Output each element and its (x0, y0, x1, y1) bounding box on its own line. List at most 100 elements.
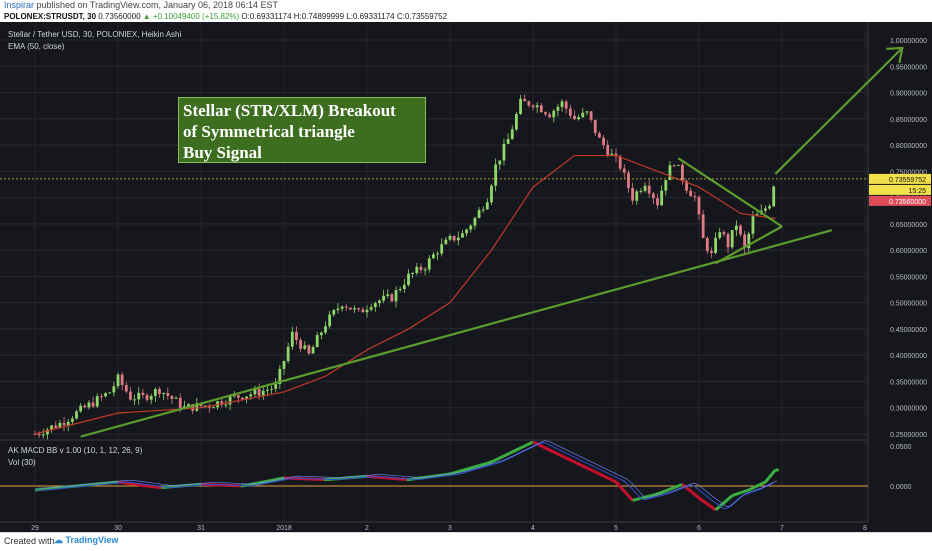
candle-body (436, 254, 439, 255)
candle-body (299, 340, 302, 349)
candle-body (403, 285, 406, 289)
ticker-bar: POLONEX:STRUSDT, 30 0.73560000 ▲ +0.1004… (0, 11, 932, 22)
candle-body (175, 398, 178, 399)
candle-body (664, 180, 667, 191)
candle-body (581, 113, 584, 117)
ticker-change: ▲ +0.10049400 (+15.82%) (143, 12, 239, 21)
candle-body (465, 229, 468, 233)
candle-body (374, 303, 377, 307)
candle-body (399, 289, 402, 290)
candle-body (424, 269, 427, 270)
macd-segment (752, 487, 755, 489)
candle-body (328, 315, 331, 327)
macd-segment (573, 461, 576, 463)
ticker-last: 0.73560000 (98, 12, 140, 21)
macd-segment (546, 448, 549, 450)
candle-body (523, 99, 526, 102)
candle-body (332, 310, 335, 315)
x-tick-label: 2018 (276, 525, 292, 532)
y-tick-label: 0.25000000 (890, 432, 927, 439)
candle-body (274, 384, 277, 389)
macd-segment (609, 479, 612, 481)
candle-body (158, 389, 161, 394)
macd-segment (732, 494, 735, 495)
y-tick-label: 0.45000000 (890, 327, 927, 334)
candle-body (669, 165, 672, 180)
price-badge: 0.73559752 (889, 177, 926, 184)
candle-body (449, 236, 452, 240)
macd-segment (506, 453, 509, 455)
macd-segment (457, 471, 460, 472)
countdown-badge: 15:25 (908, 188, 926, 195)
candle-body (702, 214, 705, 238)
candle-body (590, 111, 593, 119)
macd-segment (513, 450, 516, 452)
candle-body (270, 389, 273, 390)
candle-body (162, 393, 165, 394)
candle-body (121, 375, 124, 385)
candle-body (88, 403, 91, 408)
publish-bar: Inspirar published on TradingView.com, J… (0, 0, 932, 11)
candle-body (752, 216, 755, 234)
price-chart-svg[interactable]: 1.000000000.950000000.900000000.85000000… (0, 22, 932, 532)
candle-body (598, 133, 601, 138)
candle-body (498, 160, 501, 164)
candle-body (212, 407, 215, 408)
candle-body (92, 403, 95, 407)
candle-body (594, 120, 597, 133)
macd-segment (247, 484, 250, 485)
candle-body (536, 105, 539, 107)
macd-segment (593, 471, 596, 473)
candle-body (482, 209, 485, 210)
x-tick-label: 29 (31, 525, 39, 532)
candle-body (411, 273, 414, 274)
macd-segment (586, 468, 589, 470)
candle-body (677, 165, 680, 166)
y-tick-label: 0.35000000 (890, 379, 927, 386)
y-tick-label: 0.50000000 (890, 301, 927, 308)
candle-body (503, 144, 506, 161)
x-tick-label: 3 (448, 525, 452, 532)
ema-legend: EMA (50, close) (8, 42, 64, 51)
macd-segment (493, 460, 496, 462)
candle-body (63, 423, 66, 425)
candle-body (673, 165, 676, 166)
candle-body (370, 307, 373, 310)
candle-body (698, 197, 701, 214)
candle-body (440, 244, 443, 253)
author-link[interactable]: Inspirar (4, 0, 34, 10)
macd-segment (579, 464, 582, 466)
candle-body (586, 111, 589, 112)
candle-body (415, 267, 418, 273)
candle-body (432, 254, 435, 258)
macd-segment (583, 466, 586, 468)
candle-body (577, 117, 580, 119)
candle-body (772, 187, 775, 207)
tradingview-logo[interactable]: ☁ TradingView (54, 535, 118, 546)
candle-body (395, 290, 398, 301)
candle-body (112, 386, 115, 392)
candle-body (610, 154, 613, 155)
macd-segment (672, 487, 675, 488)
candle-body (548, 114, 551, 117)
macd-segment (463, 469, 466, 470)
candle-body (457, 238, 460, 241)
candle-body (731, 230, 734, 247)
candle-body (565, 101, 568, 108)
macd-segment (543, 447, 546, 449)
annotation-line-3: Buy Signal (183, 142, 421, 163)
macd-segment (676, 486, 679, 487)
candle-body (544, 112, 547, 114)
candle-body (249, 394, 252, 396)
macd-legend: AK MACD BB v 1.00 (10, 1, 12, 26, 9) (8, 446, 142, 455)
y-tick-label: 0.65000000 (890, 222, 927, 229)
candle-body (166, 393, 169, 396)
macd-segment (606, 477, 609, 479)
candle-body (154, 389, 157, 396)
candle-body (353, 308, 356, 309)
y-tick-label: 0.55000000 (890, 274, 927, 281)
main-legend: Stellar / Tether USD, 30, POLONIEX, Heik… (8, 30, 181, 39)
macd-segment (656, 493, 659, 494)
candle-body (171, 396, 174, 399)
